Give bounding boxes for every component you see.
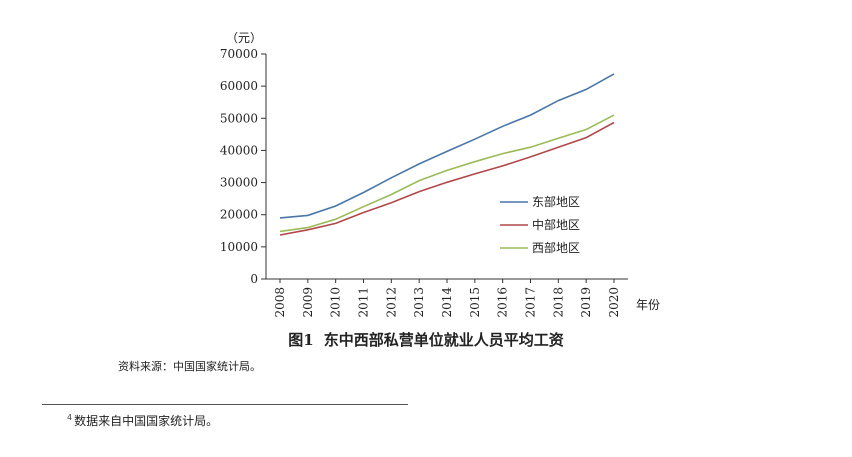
footnote-text: 数据来自中国国家统计局。 [74, 414, 219, 428]
legend-label: 东部地区 [532, 194, 580, 209]
y-tick-label: 40000 [220, 143, 258, 157]
line-chart: （元） 0 10000 20000 30000 40000 50000 60000 70000… [220, 31, 660, 318]
x-tick-label: 2013 [412, 287, 426, 318]
footnote: 4 数据来自中国国家统计局。 [67, 412, 218, 429]
x-axis-label: 年份 [636, 298, 660, 312]
x-tick-label: 2012 [384, 287, 398, 318]
figure-title: 东中西部私营单位就业人员平均工资 [323, 331, 564, 349]
y-tick-label: 60000 [220, 79, 258, 93]
x-tick-label: 2019 [579, 287, 593, 318]
x-tick-label: 2011 [357, 287, 371, 318]
y-tick-label: 30000 [220, 176, 258, 190]
figure-caption: 图1 东中西部私营单位就业人员平均工资 [0, 329, 852, 350]
x-tick-label: 2010 [329, 287, 343, 318]
x-tick-label: 2017 [524, 287, 538, 318]
y-tick-label: 10000 [220, 240, 258, 254]
x-tick-label: 2014 [440, 287, 454, 318]
x-tick-label: 2016 [496, 287, 510, 318]
legend-label: 中部地区 [532, 217, 580, 232]
x-tick-label: 2018 [551, 287, 565, 318]
footnote-divider [42, 404, 408, 405]
x-tick-label: 2008 [273, 287, 287, 318]
series-line [279, 114, 615, 233]
legend-label: 西部地区 [532, 240, 580, 255]
y-unit-label: （元） [226, 31, 262, 45]
source-note: 资料来源：中国国家统计局。 [118, 360, 261, 373]
y-tick-label: 50000 [220, 111, 258, 125]
plot-area: 0 10000 20000 30000 40000 50000 60000 70000 2008… [220, 47, 628, 318]
series-line [279, 73, 615, 219]
x-tick-label: 2015 [468, 287, 482, 318]
footnote-marker: 4 [67, 413, 73, 422]
series-line [279, 121, 615, 236]
x-tick-label: 2020 [607, 287, 621, 318]
y-tick-label: 70000 [220, 47, 258, 61]
y-tick-label: 0 [250, 272, 258, 286]
x-tick-label: 2009 [301, 287, 315, 318]
y-tick-label: 20000 [220, 208, 258, 222]
figure-number: 图1 [288, 331, 314, 349]
